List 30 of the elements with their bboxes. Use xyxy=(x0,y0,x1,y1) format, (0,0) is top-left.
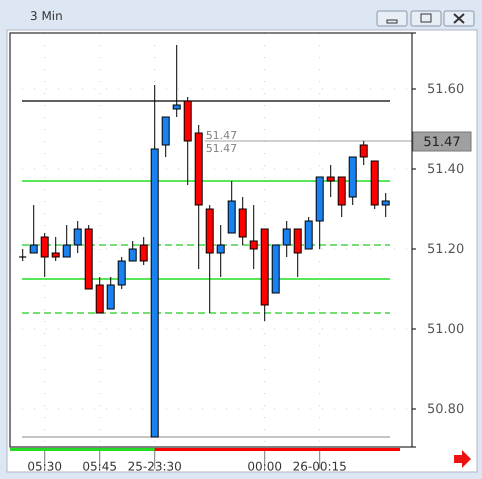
x-tick-label: 05:30 xyxy=(27,460,62,474)
candlestick xyxy=(294,228,302,278)
y-tick-label: 51.20 xyxy=(427,242,464,258)
candlestick xyxy=(382,192,390,218)
x-tick-label: 00:00 xyxy=(247,460,282,474)
candlestick xyxy=(216,224,225,278)
y-tick-label: 50.80 xyxy=(427,402,464,418)
candlestick xyxy=(128,240,137,262)
x-tick-label: 05:45 xyxy=(82,460,117,474)
chart-title: 3 Min xyxy=(30,9,63,23)
ref-line-label: 51.47 xyxy=(423,135,461,150)
candlestick xyxy=(140,236,148,266)
candlestick xyxy=(52,236,60,262)
candlestick xyxy=(74,220,82,254)
candlestick xyxy=(360,140,368,166)
y-tick-label: 51.00 xyxy=(427,322,464,338)
annotation: 51.47 xyxy=(206,129,238,142)
candlestick xyxy=(62,224,71,258)
x-tick-label: 25-23:30 xyxy=(128,460,182,474)
candlestick xyxy=(250,204,258,270)
candlestick xyxy=(30,204,38,254)
x-tick-label: 26-00:15 xyxy=(292,460,347,474)
y-tick-label: 51.40 xyxy=(427,162,464,178)
candlestick xyxy=(326,164,335,198)
candlestick xyxy=(40,232,49,278)
annotation: 51.47 xyxy=(206,142,238,155)
candlestick xyxy=(282,220,291,258)
candlestick xyxy=(118,256,126,290)
y-tick-label: 51.60 xyxy=(427,82,464,98)
candlestick xyxy=(106,276,115,310)
